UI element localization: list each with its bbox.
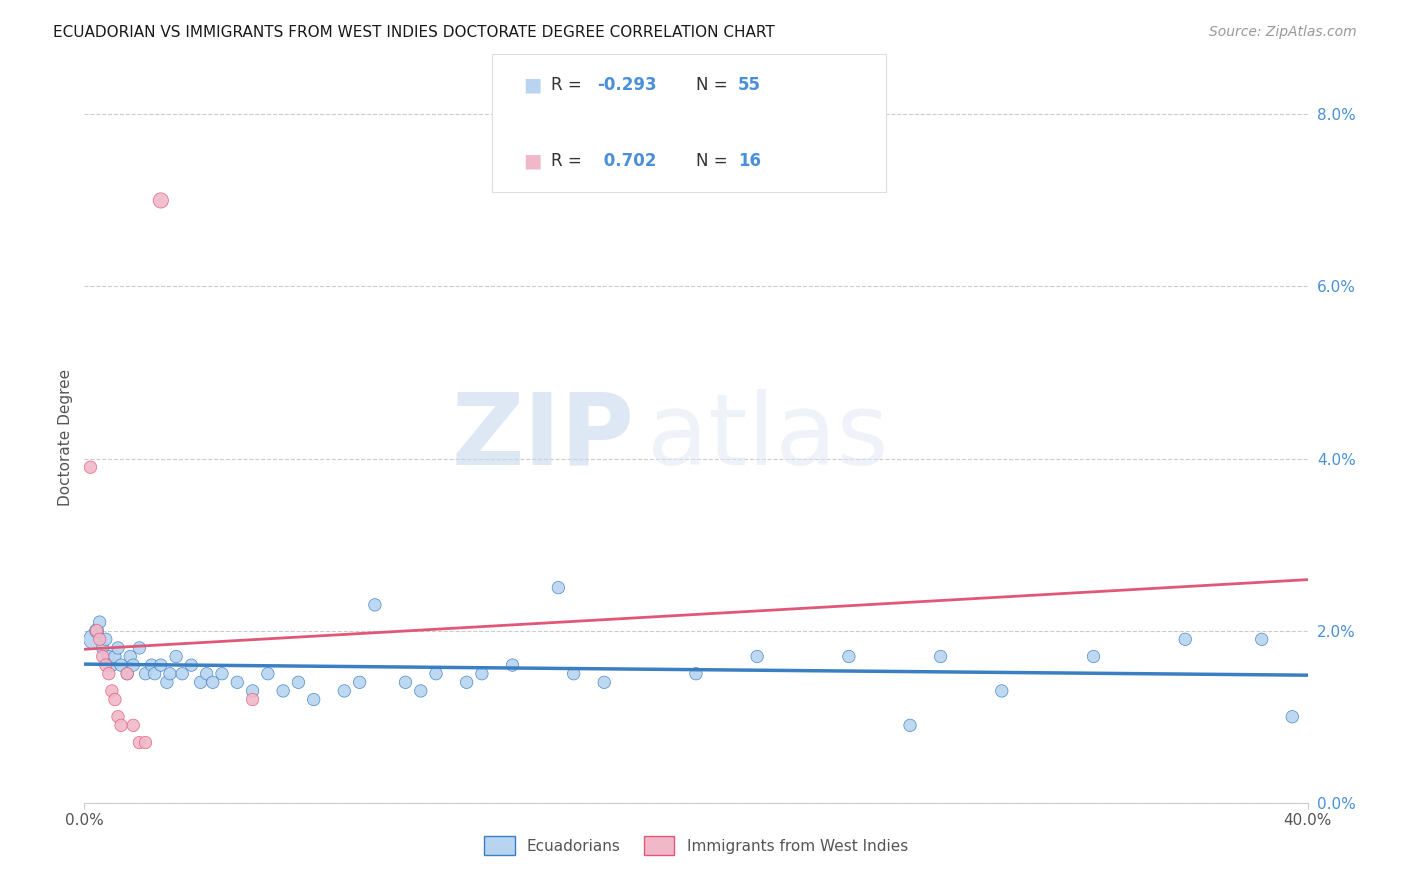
Point [547, 581, 569, 595]
Point [159, 666, 181, 681]
Point [120, 649, 142, 664]
Point [838, 649, 860, 664]
Point [122, 718, 145, 732]
Point [110, 658, 132, 673]
Point [135, 735, 157, 749]
Point [201, 675, 224, 690]
Point [101, 658, 124, 673]
Point [898, 718, 921, 732]
Point [271, 684, 294, 698]
Text: ■: ■ [523, 75, 541, 95]
Point [94, 632, 117, 647]
Text: -0.293: -0.293 [598, 76, 657, 94]
Point [91, 649, 114, 664]
Point [97, 649, 120, 664]
Point [211, 666, 233, 681]
Point [991, 684, 1014, 698]
Point [257, 666, 280, 681]
Point [135, 666, 157, 681]
Text: atlas: atlas [647, 389, 889, 485]
Point [242, 684, 264, 698]
Point [94, 658, 117, 673]
Text: R =: R = [551, 152, 588, 169]
Point [195, 666, 218, 681]
Point [287, 675, 309, 690]
Point [226, 675, 249, 690]
Point [107, 640, 129, 655]
Text: N =: N = [696, 152, 733, 169]
Point [115, 666, 138, 681]
Point [394, 675, 416, 690]
Point [141, 658, 163, 673]
Text: 16: 16 [738, 152, 761, 169]
Point [180, 658, 202, 673]
Point [79, 460, 101, 475]
Point [593, 675, 616, 690]
Point [107, 710, 129, 724]
Point [685, 666, 707, 681]
Point [89, 615, 111, 629]
Point [471, 666, 494, 681]
Point [104, 649, 127, 664]
Point [747, 649, 769, 664]
Point [1174, 632, 1197, 647]
Point [165, 649, 187, 664]
Point [143, 666, 166, 681]
Point [1250, 632, 1272, 647]
Point [172, 666, 194, 681]
Point [83, 632, 105, 647]
Text: ECUADORIAN VS IMMIGRANTS FROM WEST INDIES DOCTORATE DEGREE CORRELATION CHART: ECUADORIAN VS IMMIGRANTS FROM WEST INDIE… [53, 25, 775, 40]
Text: R =: R = [551, 76, 588, 94]
Point [502, 658, 524, 673]
Point [122, 658, 145, 673]
Point [86, 624, 108, 638]
Point [149, 658, 172, 673]
Point [1083, 649, 1105, 664]
Point [242, 692, 264, 706]
Point [349, 675, 371, 690]
Point [104, 692, 127, 706]
Point [89, 632, 111, 647]
Point [333, 684, 356, 698]
Point [156, 675, 179, 690]
Point [91, 640, 114, 655]
Point [97, 666, 120, 681]
Point [302, 692, 325, 706]
Point [425, 666, 447, 681]
Point [364, 598, 387, 612]
Point [562, 666, 585, 681]
Point [929, 649, 952, 664]
Point [86, 624, 108, 638]
Text: Source: ZipAtlas.com: Source: ZipAtlas.com [1209, 25, 1357, 39]
Text: 0.702: 0.702 [598, 152, 657, 169]
Text: ■: ■ [523, 151, 541, 170]
Point [128, 735, 150, 749]
Point [115, 666, 138, 681]
Point [190, 675, 212, 690]
Text: N =: N = [696, 76, 733, 94]
Text: 55: 55 [738, 76, 761, 94]
Point [1281, 710, 1303, 724]
Point [149, 194, 172, 208]
Point [110, 718, 132, 732]
Point [456, 675, 478, 690]
Point [128, 640, 150, 655]
Y-axis label: Doctorate Degree: Doctorate Degree [58, 368, 73, 506]
Point [409, 684, 432, 698]
Point [101, 684, 124, 698]
Text: ZIP: ZIP [451, 389, 636, 485]
Legend: Ecuadorians, Immigrants from West Indies: Ecuadorians, Immigrants from West Indies [478, 830, 914, 861]
